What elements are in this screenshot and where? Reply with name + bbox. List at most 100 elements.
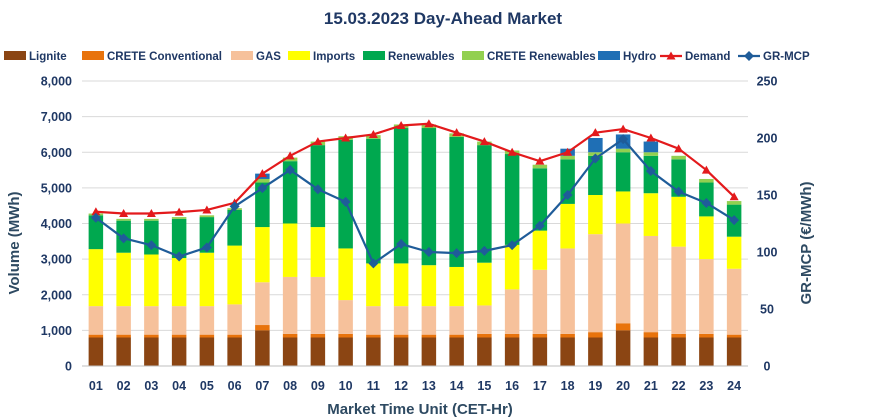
y-tick-label: 1,000 [41, 324, 72, 338]
bar-lignite [421, 337, 437, 366]
bar-lignite [477, 337, 492, 366]
x-tick-label: 05 [200, 379, 214, 393]
legend-label-gas: GAS [256, 51, 281, 63]
bar-imports [588, 195, 603, 235]
bar-lignite [366, 337, 381, 366]
bar-crete-renewables [116, 218, 131, 221]
legend-marker-demand [666, 51, 676, 60]
chart-title: 15.03.2023 Day-Ahead Market [324, 9, 562, 28]
gr-mcp-point [368, 258, 379, 269]
bar-imports [726, 236, 742, 269]
bar-lignite [282, 337, 298, 366]
bar-imports [144, 254, 159, 307]
bar-renewables [671, 159, 686, 197]
bar-lignite [449, 337, 464, 366]
bar-gas [615, 223, 631, 324]
bar-imports [699, 216, 714, 260]
x-tick-label: 13 [422, 379, 436, 393]
bar-crete-conventional [588, 332, 603, 338]
bar-imports [282, 223, 298, 277]
gr-mcp-point [340, 196, 351, 207]
bar-lignite [615, 330, 631, 366]
demand-line [95, 122, 735, 215]
y-tick-label: 8,000 [41, 75, 72, 89]
gr-mcp-point [673, 186, 684, 197]
gr-mcp-line [95, 138, 735, 265]
bar-crete-conventional [643, 332, 659, 338]
bar-lignite [227, 337, 242, 366]
x-tick-label: 19 [588, 379, 602, 393]
bar-crete-conventional [282, 333, 298, 338]
demand-point [729, 192, 739, 201]
bar-imports [532, 230, 548, 270]
bar-gas [393, 306, 409, 335]
bar-renewables [88, 215, 104, 250]
legend-swatch-gas [231, 51, 253, 60]
legend-swatch-hydro [598, 51, 620, 60]
demand-point [146, 209, 156, 218]
bar-gas [338, 300, 353, 334]
legend-swatch-crete-renewables [462, 51, 484, 60]
bar-imports [171, 258, 187, 307]
y-tick-label: 3,000 [41, 253, 72, 267]
y-tick-label: 4,000 [41, 217, 72, 231]
x-tick-label: 03 [144, 379, 158, 393]
y2-tick-label: 250 [757, 75, 778, 89]
gr-mcp-point [201, 242, 212, 253]
demand-point [646, 133, 656, 142]
demand-point [313, 137, 323, 146]
bar-lignite [199, 337, 215, 366]
bar-imports [116, 252, 131, 307]
bar-imports [255, 227, 270, 283]
bar-lignite [116, 337, 131, 366]
demand-point [507, 147, 517, 156]
legend-swatch-crete-conventional [82, 51, 104, 60]
bar-imports [615, 191, 631, 224]
bar-lignite [171, 337, 187, 366]
bar-hydro [643, 141, 659, 153]
gr-mcp-point [534, 220, 545, 231]
x-axis-title: Market Time Unit (CET-Hr) [327, 401, 513, 418]
legend-marker-gr-mcp [744, 51, 754, 61]
bar-lignite [88, 337, 104, 366]
bar-gas [116, 306, 131, 335]
x-tick-label: 01 [89, 379, 103, 393]
x-tick-label: 24 [727, 379, 741, 393]
y2-axis-title: GR-MCP (€/MWh) [798, 181, 815, 304]
x-tick-label: 02 [117, 379, 131, 393]
x-tick-label: 08 [283, 379, 297, 393]
bar-crete-conventional [615, 323, 631, 331]
bar-gas [282, 276, 298, 334]
bar-gas [560, 248, 575, 334]
gr-mcp-point [479, 245, 490, 256]
bar-renewables [504, 154, 520, 245]
bar-gas [227, 304, 242, 335]
demand-point [174, 207, 184, 216]
gr-mcp-point [257, 183, 268, 194]
x-tick-label: 14 [450, 379, 464, 393]
y-axis-title: Volume (MWh) [6, 191, 23, 294]
x-tick-label: 09 [311, 379, 325, 393]
gr-mcp-point [146, 240, 157, 251]
demand-point [452, 128, 462, 137]
bar-gas [88, 306, 104, 335]
bar-crete-conventional [421, 334, 437, 338]
bar-gas [310, 276, 326, 334]
bar-gas [171, 306, 187, 335]
legend-label-lignite: Lignite [29, 51, 67, 63]
bar-crete-conventional [671, 333, 686, 338]
bar-crete-conventional [255, 325, 270, 331]
bar-hydro [588, 138, 603, 153]
bar-lignite [532, 337, 548, 366]
bar-crete-conventional [393, 334, 409, 338]
bar-crete-conventional [144, 334, 159, 338]
bar-imports [477, 262, 492, 306]
demand-point [674, 144, 684, 153]
gr-mcp-point [423, 247, 434, 257]
demand-point [202, 205, 212, 214]
bar-crete-conventional [310, 333, 326, 338]
bar-crete-renewables [532, 164, 548, 169]
bar-lignite [671, 337, 686, 366]
bar-gas [643, 235, 659, 333]
gridlines [82, 80, 748, 331]
